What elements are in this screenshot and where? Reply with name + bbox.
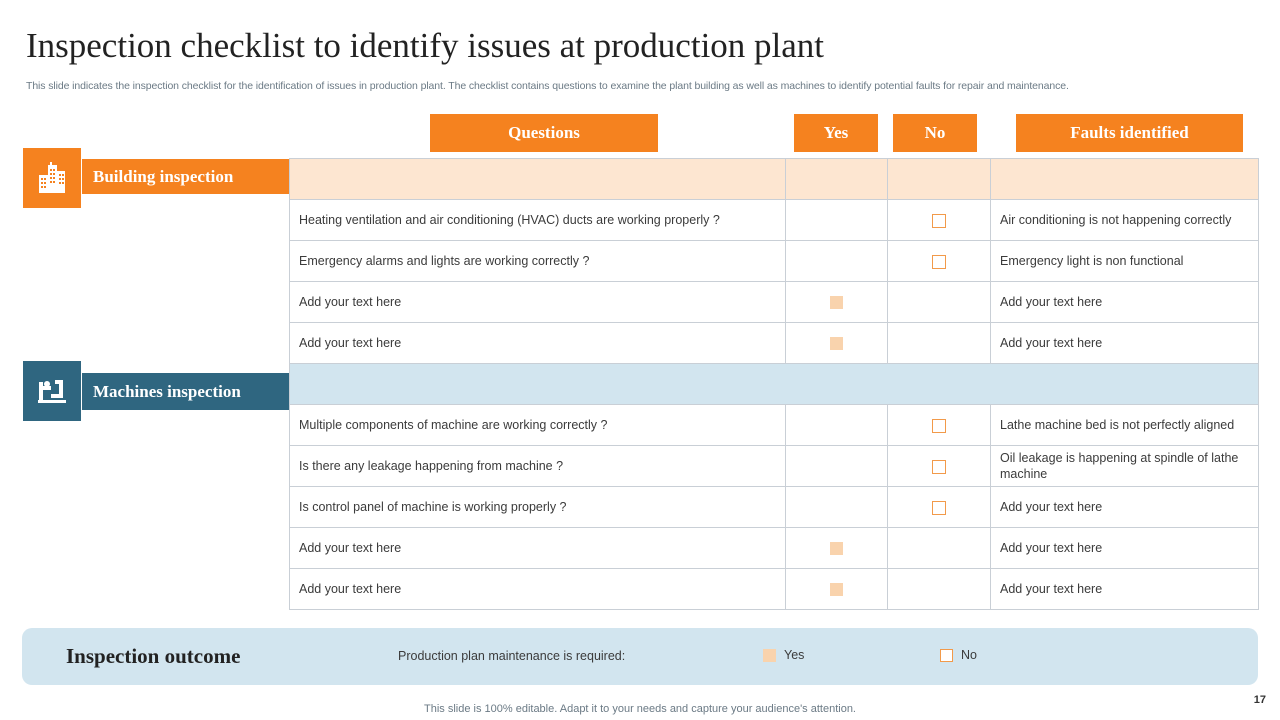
no-checkbox[interactable]	[932, 213, 946, 228]
question-cell: Add your text here	[289, 527, 786, 569]
outcome-yes-checkbox[interactable]	[763, 648, 776, 662]
section-label-machines: Machines inspection	[82, 373, 289, 410]
yes-checkbox[interactable]	[830, 337, 843, 351]
table-row: Heating ventilation and air conditioning…	[289, 199, 1259, 241]
outcome-yes-option[interactable]: Yes	[763, 648, 804, 662]
fault-cell: Oil leakage is happening at spindle of l…	[990, 445, 1259, 487]
table-row: Add your text here Add your text here	[289, 281, 1259, 323]
section-row-machines	[289, 363, 1259, 405]
outcome-title: Inspection outcome	[66, 644, 241, 668]
footer-note: This slide is 100% editable. Adapt it to…	[424, 703, 856, 715]
outcome-no-label: No	[961, 648, 977, 662]
outcome-no-checkbox[interactable]	[940, 648, 953, 662]
section-label-building: Building inspection	[82, 159, 289, 194]
fault-cell: Air conditioning is not happening correc…	[990, 199, 1259, 241]
fault-cell: Add your text here	[990, 281, 1259, 323]
yes-checkbox[interactable]	[830, 296, 843, 310]
table-row: Add your text here Add your text here	[289, 527, 1259, 569]
header-questions: Questions	[430, 114, 658, 152]
table-row: Add your text here Add your text here	[289, 322, 1259, 364]
table-row: Add your text here Add your text here	[289, 568, 1259, 610]
yes-cell	[785, 527, 888, 569]
no-cell	[887, 322, 991, 364]
building-icon	[23, 148, 81, 208]
yes-cell	[785, 322, 888, 364]
yes-cell	[785, 404, 888, 446]
question-cell: Add your text here	[289, 568, 786, 610]
yes-cell	[785, 568, 888, 610]
question-cell: Add your text here	[289, 322, 786, 364]
yes-cell	[785, 445, 888, 487]
no-cell	[887, 281, 991, 323]
no-cell	[887, 486, 991, 528]
inspection-outcome-panel: Inspection outcome Production plan maint…	[22, 628, 1258, 685]
no-cell	[887, 445, 991, 487]
yes-cell	[785, 486, 888, 528]
checklist-table: Heating ventilation and air conditioning…	[289, 158, 1259, 610]
question-cell: Multiple components of machine are worki…	[289, 404, 786, 446]
yes-cell	[785, 281, 888, 323]
table-row: Is control panel of machine is working p…	[289, 486, 1259, 528]
no-checkbox[interactable]	[932, 418, 946, 433]
table-row: Is there any leakage happening from mach…	[289, 445, 1259, 487]
question-cell: Emergency alarms and lights are working …	[289, 240, 786, 282]
question-cell: Heating ventilation and air conditioning…	[289, 199, 786, 241]
question-cell: Is control panel of machine is working p…	[289, 486, 786, 528]
yes-checkbox[interactable]	[830, 542, 843, 556]
fault-cell: Add your text here	[990, 322, 1259, 364]
table-row: Emergency alarms and lights are working …	[289, 240, 1259, 282]
section-row-building	[289, 158, 1259, 200]
yes-cell	[785, 199, 888, 241]
no-cell	[887, 199, 991, 241]
table-row: Multiple components of machine are worki…	[289, 404, 1259, 446]
header-no: No	[893, 114, 977, 152]
yes-checkbox[interactable]	[830, 583, 843, 597]
no-cell	[887, 404, 991, 446]
no-checkbox[interactable]	[932, 254, 946, 269]
question-cell: Is there any leakage happening from mach…	[289, 445, 786, 487]
page-number: 17	[1253, 694, 1266, 706]
outcome-yes-label: Yes	[784, 648, 805, 662]
question-cell: Add your text here	[289, 281, 786, 323]
no-cell	[887, 568, 991, 610]
page-subtitle: This slide indicates the inspection chec…	[26, 80, 1069, 92]
yes-cell	[785, 240, 888, 282]
fault-cell: Add your text here	[990, 568, 1259, 610]
page-title: Inspection checklist to identify issues …	[26, 26, 825, 65]
header-yes: Yes	[794, 114, 878, 152]
header-faults: Faults identified	[1016, 114, 1243, 152]
fault-cell: Add your text here	[990, 527, 1259, 569]
no-checkbox[interactable]	[932, 500, 946, 515]
no-checkbox[interactable]	[932, 459, 946, 474]
fault-cell: Lathe machine bed is not perfectly align…	[990, 404, 1259, 446]
fault-cell: Add your text here	[990, 486, 1259, 528]
machine-icon	[23, 361, 81, 421]
outcome-question: Production plan maintenance is required:	[398, 649, 626, 663]
fault-cell: Emergency light is non functional	[990, 240, 1259, 282]
outcome-no-option[interactable]: No	[940, 648, 977, 662]
no-cell	[887, 240, 991, 282]
no-cell	[887, 527, 991, 569]
